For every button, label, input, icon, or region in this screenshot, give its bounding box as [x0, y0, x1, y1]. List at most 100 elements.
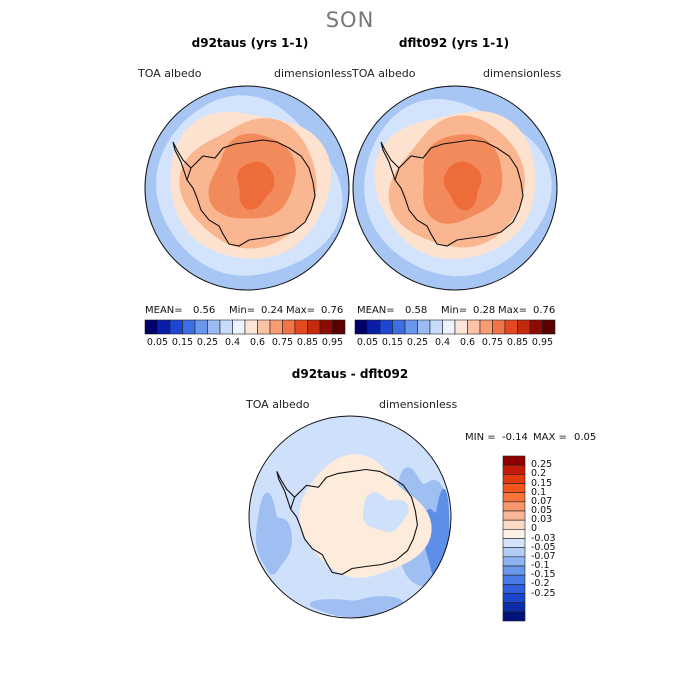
colorbar-1-box — [307, 319, 321, 335]
colorbar-1-box — [169, 319, 183, 335]
colorbar-2-box — [504, 319, 518, 335]
colorbar-3-tick-label: -0.03 — [531, 532, 556, 544]
colorbar-3-box — [502, 510, 526, 521]
colorbar-1-box — [257, 319, 271, 335]
colorbar-3-box — [502, 584, 526, 594]
panel-1-rim — [144, 85, 350, 291]
colorbar-3-box — [502, 529, 526, 539]
panel-2-coastline — [394, 139, 524, 247]
colorbar-3-tick-label: 0.15 — [531, 477, 553, 489]
panel-3-min: -0.14 — [502, 432, 528, 443]
colorbar-3-tick-label: 0.03 — [531, 514, 553, 526]
colorbar-1-box — [294, 319, 308, 335]
colorbar-1-box — [182, 319, 196, 335]
colorbar-2-box — [392, 319, 406, 335]
panel-3-map — [248, 415, 452, 619]
colorbar-1-tick-label: 0.4 — [224, 337, 241, 348]
panel-3-min-label: MIN = — [465, 432, 496, 443]
panel-3-west-band — [255, 492, 292, 575]
colorbar-3-box — [502, 602, 526, 613]
colorbar-2-box — [454, 319, 468, 335]
colorbar-3-tick-label: 0.25 — [531, 459, 553, 471]
colorbar-3-box — [502, 501, 526, 512]
colorbar-2-box — [467, 319, 481, 335]
colorbar-2-box — [542, 319, 556, 335]
panel-3-max-label: MAX = — [533, 432, 567, 443]
colorbar-2-box — [492, 319, 506, 335]
panel-2-field — [353, 86, 557, 290]
panel-2-title: dflt092 (yrs 1-1) — [398, 36, 510, 50]
colorbar-1-tick-label: 0.6 — [249, 337, 266, 348]
colorbar-2-tick-label: 0.15 — [381, 337, 404, 348]
colorbar-2-tick-label: 0.25 — [406, 337, 429, 348]
colorbar-3-tick-label: -0.25 — [531, 587, 556, 599]
colorbar-2-box — [354, 319, 368, 335]
colorbar-1-box — [144, 319, 158, 335]
colorbar-3-tick-label: 0.1 — [531, 486, 547, 498]
colorbar-1-box — [332, 319, 346, 335]
colorbar-3-box — [502, 593, 526, 603]
colorbar-2-box — [442, 319, 456, 335]
colorbar-2-box — [404, 319, 418, 335]
panel-3-units: dimensionless — [379, 398, 458, 411]
colorbar-3-tick-label: 0.05 — [531, 505, 553, 516]
colorbar-3-box — [502, 538, 526, 548]
colorbar-3-tick-label: -0.2 — [531, 578, 550, 590]
colorbar-1-box — [219, 319, 233, 335]
colorbar-1-box — [194, 319, 208, 335]
page-title: SON — [325, 8, 375, 32]
colorbar-2-tick-label: 0.85 — [506, 337, 529, 348]
colorbar-1-tick-label: 0.15 — [171, 337, 194, 348]
colorbar-3-tick-label: -0.15 — [531, 569, 556, 581]
colorbar-2-tick-label: 0.6 — [459, 337, 476, 348]
panel-1-min-label: Min= — [229, 305, 256, 316]
panel-3-max: 0.05 — [574, 432, 597, 443]
panel-1-variable: TOA albedo — [138, 67, 202, 80]
colorbar-1-box — [207, 319, 221, 335]
colorbar-3-tick-label: -0.05 — [531, 541, 556, 553]
colorbar-2-tick-label: 0.4 — [434, 337, 451, 348]
panel-2-min: 0.28 — [473, 305, 496, 316]
colorbar-2-box — [429, 319, 443, 335]
colorbar-3-box — [502, 464, 526, 475]
colorbar-2-box — [417, 319, 431, 335]
panel-1-title: d92taus (yrs 1-1) — [191, 36, 309, 50]
colorbar-1-box — [232, 319, 246, 335]
panel-3-title: d92taus - dflt092 — [291, 367, 409, 381]
colorbar-2-box — [379, 319, 393, 335]
colorbar-3-box — [502, 455, 526, 466]
colorbar-1-box — [282, 319, 296, 335]
colorbar-3-box — [502, 492, 526, 503]
panel-3-south-band — [309, 596, 403, 618]
colorbar-3-box — [502, 519, 526, 530]
colorbar-2-box — [367, 319, 381, 335]
panel-2-rim — [352, 85, 558, 291]
colorbar-3-tick-label: -0.07 — [531, 550, 556, 562]
panel-3-peninsula — [276, 471, 295, 510]
colorbar-3-tick-label: 0.07 — [531, 495, 553, 507]
panel-1-peninsula — [172, 141, 192, 181]
panel-2-max: 0.76 — [533, 305, 556, 316]
panel-1-band-core — [237, 161, 275, 210]
colorbar-3-box — [502, 565, 526, 576]
colorbar-1-tick-label: 0.25 — [196, 337, 219, 348]
colorbar-1-tick-label: 0.85 — [296, 337, 319, 348]
colorbar-1-box — [244, 319, 258, 335]
panel-1-mean-label: MEAN= — [145, 305, 183, 316]
panel-1-max: 0.76 — [321, 305, 344, 316]
panel-2-units: dimensionless — [483, 67, 562, 80]
colorbar-2-tick-label: 0.95 — [531, 337, 554, 348]
colorbar-3-box — [502, 611, 526, 622]
panel-3-variable: TOA albedo — [246, 398, 310, 411]
panel-2-peninsula — [380, 141, 400, 181]
colorbar-1-tick-label: 0.05 — [146, 337, 169, 348]
panel-3-coastline — [289, 468, 418, 575]
colorbar-3-box — [502, 474, 526, 484]
colorbar-3-box — [502, 547, 526, 558]
panel-1-map — [144, 85, 350, 291]
panel-3-interior-neg — [363, 492, 409, 533]
colorbar-3-box — [502, 483, 526, 493]
panel-2-min-label: Min= — [441, 305, 468, 316]
colorbar-3-tick-label: 0.2 — [531, 468, 547, 480]
